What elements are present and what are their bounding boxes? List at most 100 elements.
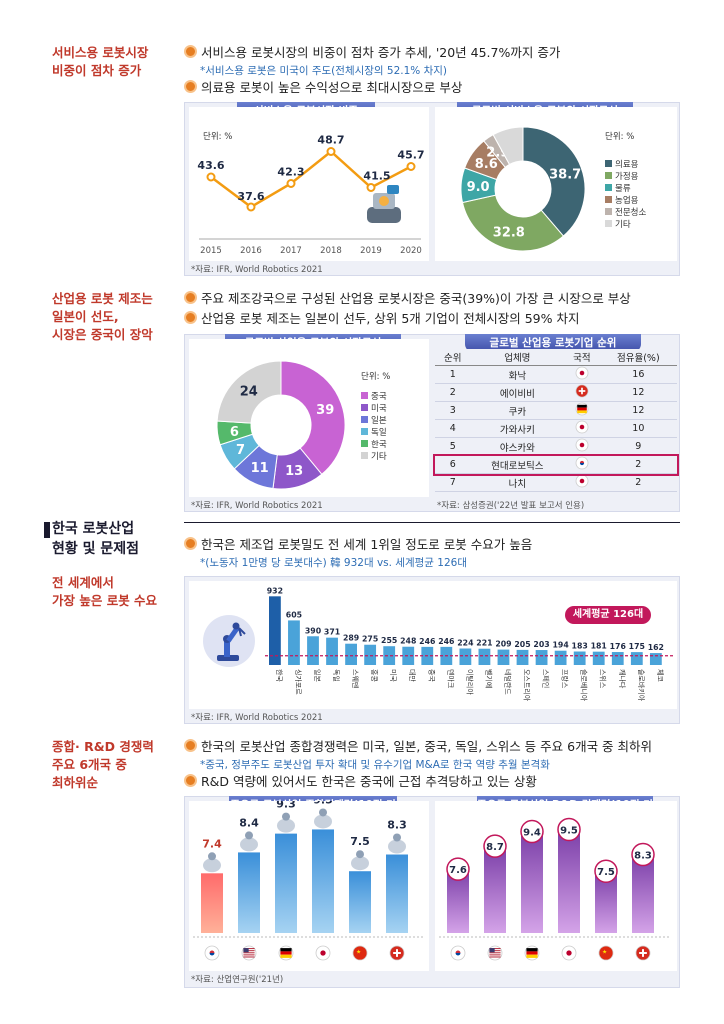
flag-ch-icon-cross-h bbox=[393, 952, 401, 954]
flag-ch-icon-cross-h bbox=[639, 952, 647, 954]
comp-value-label: 8.3 bbox=[387, 819, 407, 832]
donut-value-label: 39 bbox=[316, 403, 334, 418]
ranking-cell-share: 12 bbox=[599, 401, 677, 420]
robot-figure-body bbox=[240, 837, 258, 852]
flag-kr-icon-blue bbox=[209, 953, 215, 956]
flag-de-icon bbox=[278, 945, 294, 961]
flag-kr-icon bbox=[450, 945, 466, 961]
flag-jp-icon-sun bbox=[320, 950, 326, 956]
legend-label: 한국 bbox=[371, 440, 387, 450]
service-share-chart: 단위: % 43.6 2015 37.6 2016 42.3 2017 48.7 2018 41… bbox=[189, 107, 429, 261]
robot-figure-icon bbox=[203, 852, 221, 873]
density-category-label: 스위스 bbox=[599, 669, 607, 689]
line-value-label: 42.3 bbox=[277, 166, 304, 179]
flag-de-icon-gold bbox=[577, 410, 587, 414]
legend-item: 전문청소 bbox=[605, 207, 646, 219]
ranking-cell-country bbox=[564, 365, 600, 384]
robot-figure-body bbox=[277, 818, 295, 833]
flag-us-icon-stripe bbox=[243, 948, 255, 950]
legend-item: 미국 bbox=[361, 403, 387, 415]
legend-swatch bbox=[361, 416, 368, 423]
rnd-value-label: 9.4 bbox=[523, 828, 541, 839]
donut-slice bbox=[216, 360, 282, 424]
donut-slice bbox=[280, 360, 346, 476]
donut-slice bbox=[461, 194, 565, 252]
rnd-bar bbox=[558, 829, 580, 933]
density-bar bbox=[611, 652, 624, 665]
density-value-label: 221 bbox=[476, 639, 492, 648]
industrial-market-unit: 단위: % bbox=[361, 372, 391, 382]
donut-value-label: 7 bbox=[236, 443, 245, 458]
density-value-label: 203 bbox=[533, 640, 549, 649]
robot-figure-body bbox=[351, 856, 369, 871]
country-flag bbox=[575, 474, 589, 488]
service-market-legend: 의료용 가정용 물류 농업용 전문청소 기타 bbox=[605, 159, 646, 231]
legend-label: 기타 bbox=[371, 452, 387, 462]
section-marker bbox=[44, 522, 50, 538]
density-category-label: 미국 bbox=[389, 669, 398, 682]
rnd-chart: 7.6 8.7 9.4 9.5 7.5 ★ 8.3 bbox=[435, 801, 677, 971]
line-x-tick: 2019 bbox=[360, 246, 382, 256]
flag-jp-icon bbox=[561, 945, 577, 961]
density-value-label: 224 bbox=[457, 638, 474, 647]
flag-kr-icon-red bbox=[455, 950, 461, 953]
flag-us-icon-canton bbox=[489, 948, 495, 953]
flag-jp-icon bbox=[575, 474, 589, 488]
density-bar bbox=[516, 649, 529, 665]
donut-value-label: 9.0 bbox=[467, 180, 490, 195]
service-market-donut-svg: 38.732.89.08.62.9 bbox=[460, 126, 586, 252]
rnd-value-label: 9.5 bbox=[560, 825, 578, 836]
density-value-label: 932 bbox=[267, 586, 283, 595]
legend-label: 일본 bbox=[371, 416, 387, 426]
flag-jp-icon bbox=[575, 438, 589, 452]
density-bar bbox=[592, 651, 605, 665]
ranking-cell-company: 현대로보틱스 bbox=[470, 455, 565, 474]
robot-figure-head bbox=[208, 852, 216, 861]
donut-value-label: 24 bbox=[240, 385, 258, 400]
flag-jp-icon-sun bbox=[566, 950, 572, 956]
s4-bullet-2: R&D 역량에 있어서도 한국은 중국에 근접 추격당하고 있는 상황 bbox=[184, 773, 537, 791]
flag-us-icon bbox=[487, 945, 503, 961]
flag-us-icon-stripe bbox=[489, 952, 501, 954]
comp-bar bbox=[275, 833, 297, 933]
flag-jp-icon bbox=[575, 366, 589, 380]
density-bar bbox=[288, 620, 300, 665]
ranking-col-rank: 순위 bbox=[435, 349, 471, 366]
density-value-label: 162 bbox=[648, 643, 664, 652]
robot-density-chart: 932 한국 605 싱가포르 390 일본 371 독일 289 스웨덴 275 홍콩 255 미국 24… bbox=[189, 581, 677, 709]
legend-item: 기타 bbox=[361, 451, 387, 463]
ranking-cell-share: 2 bbox=[599, 473, 677, 492]
competitiveness-bar-svg: 7.4 8.4 9.3 9.5 7.5 ★ 8.3 bbox=[193, 801, 425, 961]
ranking-cell-country bbox=[564, 419, 600, 438]
flag-cn-icon-red bbox=[353, 946, 367, 960]
industrial-market-donut-svg: 39 13 11 7 6 24 bbox=[216, 360, 346, 490]
density-bar bbox=[402, 646, 415, 665]
legend-label: 기타 bbox=[615, 220, 631, 230]
flag-cn-icon-star: ★ bbox=[356, 949, 361, 956]
s1-panel: 서비스용 로봇시장 비중 단위: % 43.6201537.6201642.32… bbox=[184, 102, 680, 276]
density-value-label: 209 bbox=[495, 640, 511, 649]
s1-bullet-1: 서비스용 로봇시장의 비중이 점차 증가 추세, '20년 45.7%까지 증가 bbox=[184, 44, 560, 62]
flag-kr-icon-blue bbox=[455, 953, 461, 956]
s3-divider bbox=[184, 522, 680, 523]
legend-swatch bbox=[361, 428, 368, 435]
country-flag bbox=[575, 384, 589, 398]
s4-note: *중국, 정부주도 로봇산업 투자 확대 및 유수기업 M&A로 한국 역량 추… bbox=[200, 759, 550, 771]
robot-figure-icon bbox=[388, 833, 406, 854]
density-bar bbox=[630, 652, 643, 665]
donut-value-label: 8.6 bbox=[475, 157, 498, 172]
comp-bar bbox=[386, 854, 408, 933]
donut-value-label: 6 bbox=[230, 425, 239, 440]
density-category-label: 벨기에 bbox=[484, 669, 493, 688]
density-category-label: 슬로바키아 bbox=[637, 669, 646, 702]
s3-side-line1: 전 세계에서 bbox=[52, 575, 114, 590]
s2-bullet-1: 주요 제조강국으로 구성된 산업용 로봇시장은 중국(39%)이 가장 큰 시장… bbox=[184, 290, 631, 308]
density-category-label: 오스트리아 bbox=[523, 669, 532, 702]
flag-de-icon-red bbox=[280, 951, 292, 955]
industrial-market-legend: 중국 미국 일본 독일 한국 기타 bbox=[361, 391, 387, 463]
ranking-row: 7 나치 2 bbox=[435, 473, 677, 492]
donut-value-label: 32.8 bbox=[493, 226, 525, 241]
ranking-cell-company: 화낙 bbox=[470, 365, 565, 384]
ranking-cell-rank: 4 bbox=[435, 419, 471, 438]
comp-value-label: 7.4 bbox=[202, 837, 222, 850]
